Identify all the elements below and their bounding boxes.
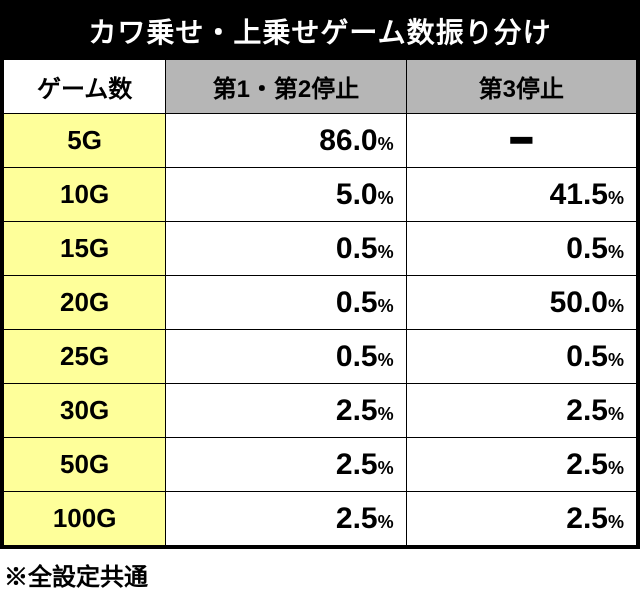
cell-games: 50G	[4, 438, 166, 492]
value-number: 2.5	[336, 394, 378, 427]
cell-games: 20G	[4, 276, 166, 330]
table-row: 20G0.5%50.0%	[4, 276, 637, 330]
value-number: 0.5	[566, 232, 608, 265]
cell-stop3: 41.5%	[406, 168, 636, 222]
cell-stop3: ━	[406, 114, 636, 168]
table-row: 25G0.5%0.5%	[4, 330, 637, 384]
percent-suffix: %	[378, 188, 394, 208]
table-row: 30G2.5%2.5%	[4, 384, 637, 438]
percent-suffix: %	[378, 458, 394, 478]
distribution-table: ゲーム数 第1・第2停止 第3停止 5G86.0%━10G5.0%41.5%15…	[3, 59, 637, 546]
cell-games: 25G	[4, 330, 166, 384]
value-number: 41.5	[550, 178, 608, 211]
cell-games: 100G	[4, 492, 166, 546]
cell-games: 30G	[4, 384, 166, 438]
percent-suffix: %	[608, 512, 624, 532]
percent-suffix: %	[378, 512, 394, 532]
header-games: ゲーム数	[4, 60, 166, 114]
cell-games: 15G	[4, 222, 166, 276]
table-row: 50G2.5%2.5%	[4, 438, 637, 492]
percent-suffix: %	[608, 296, 624, 316]
cell-stop3: 2.5%	[406, 492, 636, 546]
value-number: 5.0	[336, 178, 378, 211]
value-number: 0.5	[566, 340, 608, 373]
value-number: 2.5	[566, 502, 608, 535]
value-number: 2.5	[336, 448, 378, 481]
header-stop3: 第3停止	[406, 60, 636, 114]
percent-suffix: %	[608, 458, 624, 478]
percent-suffix: %	[608, 404, 624, 424]
cell-stop3: 2.5%	[406, 438, 636, 492]
percent-suffix: %	[378, 404, 394, 424]
cell-stop12: 0.5%	[166, 276, 406, 330]
cell-stop12: 0.5%	[166, 222, 406, 276]
percent-suffix: %	[608, 188, 624, 208]
header-stop12: 第1・第2停止	[166, 60, 406, 114]
percent-suffix: %	[608, 350, 624, 370]
table-row: 10G5.0%41.5%	[4, 168, 637, 222]
table-row: 100G2.5%2.5%	[4, 492, 637, 546]
value-number: 0.5	[336, 232, 378, 265]
table-row: 5G86.0%━	[4, 114, 637, 168]
table-container: カワ乗せ・上乗せゲーム数振り分け ゲーム数 第1・第2停止 第3停止 5G86.…	[0, 0, 640, 549]
percent-suffix: %	[378, 242, 394, 262]
cell-stop12: 0.5%	[166, 330, 406, 384]
cell-stop12: 2.5%	[166, 384, 406, 438]
cell-stop12: 86.0%	[166, 114, 406, 168]
footnote: ※全設定共通	[0, 549, 640, 600]
cell-stop3: 0.5%	[406, 330, 636, 384]
percent-suffix: %	[378, 296, 394, 316]
value-number: 0.5	[336, 286, 378, 319]
cell-stop3: 50.0%	[406, 276, 636, 330]
cell-stop12: 2.5%	[166, 492, 406, 546]
cell-stop3: 0.5%	[406, 222, 636, 276]
cell-games: 5G	[4, 114, 166, 168]
value-number: 2.5	[336, 502, 378, 535]
table-title: カワ乗せ・上乗せゲーム数振り分け	[3, 3, 637, 59]
cell-stop12: 2.5%	[166, 438, 406, 492]
header-row: ゲーム数 第1・第2停止 第3停止	[4, 60, 637, 114]
value-number: 2.5	[566, 448, 608, 481]
percent-suffix: %	[608, 242, 624, 262]
cell-games: 10G	[4, 168, 166, 222]
value-number: 50.0	[550, 286, 608, 319]
value-number: 2.5	[566, 394, 608, 427]
value-number: 86.0	[319, 124, 377, 157]
table-row: 15G0.5%0.5%	[4, 222, 637, 276]
cell-stop12: 5.0%	[166, 168, 406, 222]
table-body: 5G86.0%━10G5.0%41.5%15G0.5%0.5%20G0.5%50…	[4, 114, 637, 546]
percent-suffix: %	[378, 350, 394, 370]
value-number: 0.5	[336, 340, 378, 373]
cell-stop3: 2.5%	[406, 384, 636, 438]
percent-suffix: %	[378, 134, 394, 154]
